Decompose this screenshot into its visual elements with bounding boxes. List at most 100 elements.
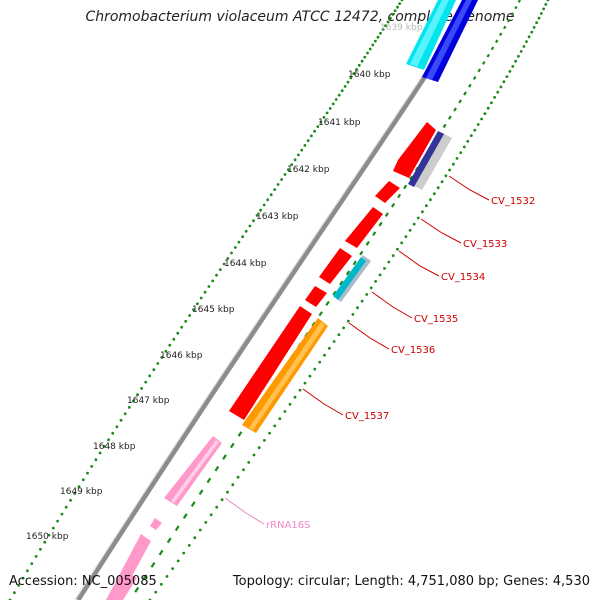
gene-cv1536a[interactable] (305, 286, 327, 307)
right-dotted-track (148, 0, 550, 600)
track-dot (184, 319, 188, 323)
track-dot (171, 567, 175, 570)
track-dot (473, 128, 477, 132)
track-dot (462, 145, 466, 149)
track-dash (174, 525, 180, 532)
track-dash (384, 212, 389, 218)
track-dot (425, 204, 428, 208)
label-connector (224, 497, 265, 525)
track-dot (396, 5, 399, 9)
track-dot (323, 353, 326, 357)
track-dash (158, 549, 164, 556)
gene-cv1532-outer[interactable] (411, 132, 452, 190)
track-dot (26, 569, 29, 573)
track-dot (537, 16, 541, 20)
tick-label: 1647 kbp (127, 396, 170, 406)
track-dot (187, 544, 191, 547)
track-dot (257, 446, 261, 450)
track-dot (455, 157, 459, 160)
gene-pink-small[interactable] (150, 518, 162, 530)
track-dash (222, 454, 227, 460)
track-dash (458, 99, 462, 104)
gene-pink-bottom-2[interactable] (112, 572, 137, 600)
track-dot (389, 16, 392, 20)
track-dot (337, 333, 341, 337)
track-dot (544, 3, 548, 6)
gene-label[interactable]: rRNA16S (266, 520, 310, 531)
gene-cv1533[interactable] (375, 181, 400, 203)
track-dot (444, 174, 448, 178)
track-dot (283, 410, 287, 413)
gene-label[interactable]: CV_1535 (414, 314, 458, 325)
track-dot (127, 406, 131, 409)
track-dash (214, 465, 220, 472)
track-dot (241, 235, 245, 239)
tick-label: 1646 kbp (160, 351, 203, 361)
track-dash (365, 240, 370, 246)
gene-cv1535-outer-cyan[interactable] (333, 257, 366, 300)
track-dash (517, 0, 521, 3)
gene-cv1532-outer-navy[interactable] (408, 131, 444, 187)
track-dash (332, 290, 337, 296)
map-title: Chromobacterium violaceum ATCC 12472, co… (85, 9, 515, 25)
summary-text: Topology: circular; Length: 4,751,080 bp… (232, 574, 590, 589)
track-dot (376, 35, 380, 39)
track-dot (248, 224, 252, 228)
track-dot (490, 101, 493, 105)
track-dot (252, 219, 255, 223)
track-dot (517, 54, 520, 58)
track-dot (342, 326, 345, 330)
track-dot (502, 80, 506, 84)
track-dot (164, 349, 168, 353)
track-dot (180, 325, 184, 329)
tick-label: 1649 kbp (60, 487, 103, 497)
track-dot (346, 80, 350, 84)
gene-label[interactable]: CV_1533 (463, 239, 507, 250)
gene-pink-bottom[interactable] (106, 534, 151, 600)
track-dot (168, 343, 172, 347)
track-dot (244, 229, 248, 233)
track-dot (220, 498, 224, 502)
track-dot (176, 331, 180, 335)
tick-label: 1645 kbp (192, 305, 235, 315)
track-dash (494, 39, 499, 44)
tick-label-partial: 1639 kbp (380, 23, 423, 33)
track-dash (506, 18, 511, 23)
track-dash (325, 300, 330, 306)
track-dot (192, 308, 195, 311)
track-dot (152, 368, 156, 372)
inner-dashed-track (134, 0, 521, 593)
gene-cv1536b[interactable] (229, 306, 312, 420)
tick-label: 1644 kbp (224, 259, 267, 269)
gene-cv1534[interactable] (345, 207, 383, 248)
track-dot (393, 9, 397, 13)
track-dot (259, 208, 262, 212)
track-dot (331, 102, 335, 106)
track-dot (486, 106, 490, 110)
track-dash (352, 260, 357, 266)
track-dot (360, 59, 364, 63)
gene-cv1532[interactable] (393, 122, 436, 178)
track-dot (215, 505, 219, 509)
track-dot (269, 193, 273, 197)
gene-cv1535[interactable] (319, 248, 352, 284)
track-dot (252, 453, 256, 457)
track-dot (287, 168, 290, 172)
gene-label[interactable]: CV_1537 (345, 411, 389, 422)
track-dot (276, 183, 280, 186)
track-dot (283, 173, 287, 176)
tick-label: 1642 kbp (287, 165, 330, 175)
gene-label[interactable]: CV_1534 (441, 272, 485, 283)
track-dot (318, 360, 322, 364)
track-dot (226, 257, 230, 260)
track-dot (242, 468, 245, 472)
track-dot (98, 451, 102, 455)
gene-label[interactable]: CV_1532 (491, 196, 535, 207)
gene-label[interactable]: CV_1536 (391, 345, 435, 356)
track-dot (384, 24, 387, 28)
track-dot (13, 591, 16, 595)
track-dot (218, 268, 222, 271)
track-dot (505, 75, 509, 78)
track-dot (154, 590, 158, 594)
track-dot (303, 381, 307, 385)
